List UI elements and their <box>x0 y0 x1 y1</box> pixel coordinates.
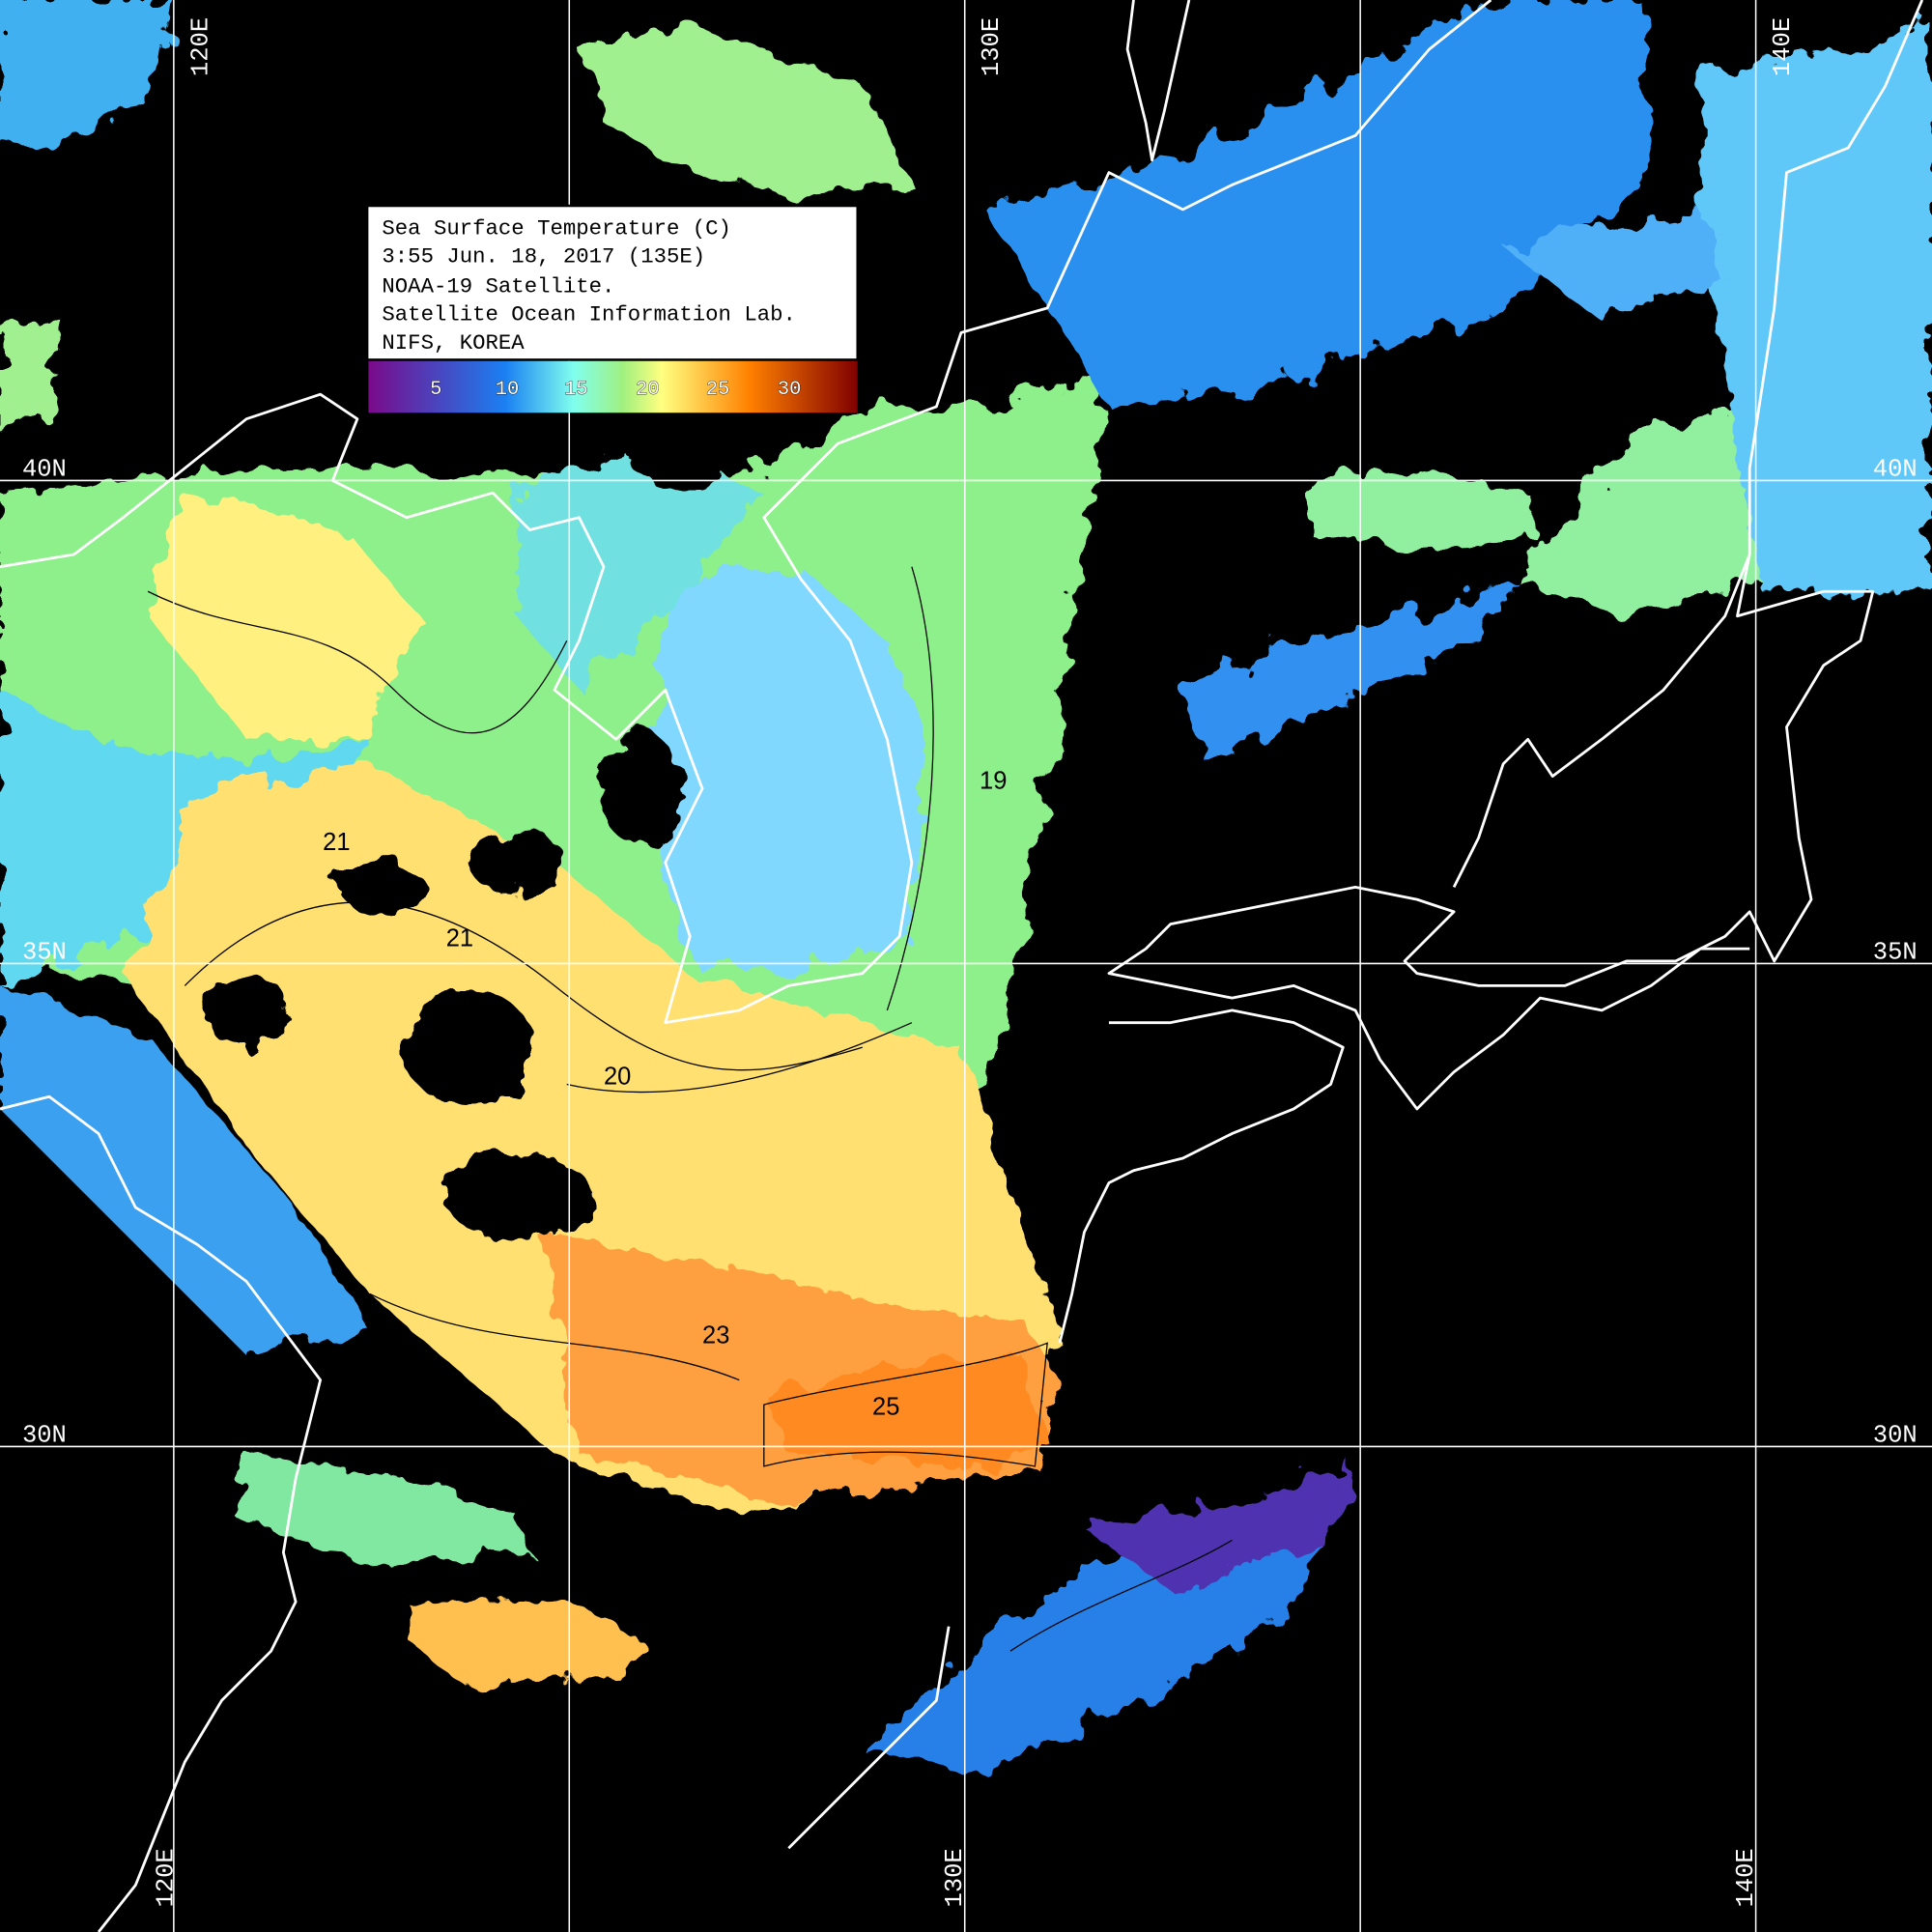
legend-satellite: NOAA-19 Satellite. <box>382 273 614 298</box>
legend-box <box>365 204 860 361</box>
lon-label-top-130e: 130E <box>978 17 1006 76</box>
sst-blue-north <box>985 0 1652 407</box>
sst-blue-east-band <box>1182 579 1516 764</box>
contour-label: 23 <box>702 1321 729 1349</box>
sst-purple-southeast <box>1084 1465 1356 1590</box>
legend-org: NIFS, KOREA <box>382 330 525 355</box>
legend-lab: Satellite Ocean Information Lab. <box>382 302 795 327</box>
sst-field <box>0 0 1932 1775</box>
lon-label-top-120e: 120E <box>186 17 214 76</box>
contour-label: 19 <box>980 767 1007 794</box>
colorbar <box>368 360 858 413</box>
sst-blue-north2 <box>1503 209 1725 321</box>
contour-label: 20 <box>604 1063 631 1090</box>
contour-label: 25 <box>872 1393 899 1420</box>
lon-label-top-140e: 140E <box>1769 17 1797 76</box>
lat-label-right-40n: 40N <box>1873 455 1918 483</box>
colorbar-tick: 20 <box>636 379 659 401</box>
colorbar-tick: 10 <box>496 379 519 401</box>
lat-label-right-30n: 30N <box>1873 1421 1918 1449</box>
sst-lightblue-yellowsea <box>653 566 924 974</box>
colorbar-tick: 15 <box>564 379 587 401</box>
colorbar-tick: 30 <box>778 379 801 401</box>
colorbar-tick: 5 <box>430 379 441 401</box>
sst-deep-orange <box>763 1355 1048 1466</box>
sst-green-northeast <box>1515 406 1762 616</box>
lon-label-bottom-140e: 140E <box>1732 1848 1760 1907</box>
legend-datetime: 3:55 Jun. 18, 2017 (135E) <box>382 244 705 270</box>
cloud-mask <box>203 425 727 1238</box>
isotherm-contours <box>147 566 1233 1652</box>
colorbar-tick: 25 <box>706 379 729 401</box>
lon-label-bottom-120e: 120E <box>153 1848 181 1907</box>
sst-green-japansea <box>1306 468 1541 549</box>
lon-label-bottom-130e: 130E <box>941 1848 969 1907</box>
sst-blue-top-left <box>0 0 173 149</box>
lat-label-left-30n: 30N <box>22 1421 67 1449</box>
sst-cyan-korea <box>517 443 764 691</box>
sst-green-south-patch <box>234 1454 530 1565</box>
sst-blue-southwest <box>0 985 370 1356</box>
lat-label-right-35n: 35N <box>1873 938 1918 966</box>
sst-blue-northeast <box>1700 24 1932 592</box>
legend-title: Sea Surface Temperature (C) <box>382 215 731 241</box>
sst-green-top <box>579 24 912 198</box>
contour-label: 21 <box>446 925 473 952</box>
sst-lightyellow <box>148 493 419 740</box>
legend: Sea Surface Temperature (C) 3:55 Jun. 18… <box>365 204 860 413</box>
sst-orange-south-patch <box>406 1602 641 1689</box>
lat-label-left-35n: 35N <box>22 938 67 966</box>
contour-label: 21 <box>323 829 350 856</box>
lat-label-left-40n: 40N <box>22 455 67 483</box>
sst-green-left-top <box>0 320 62 432</box>
